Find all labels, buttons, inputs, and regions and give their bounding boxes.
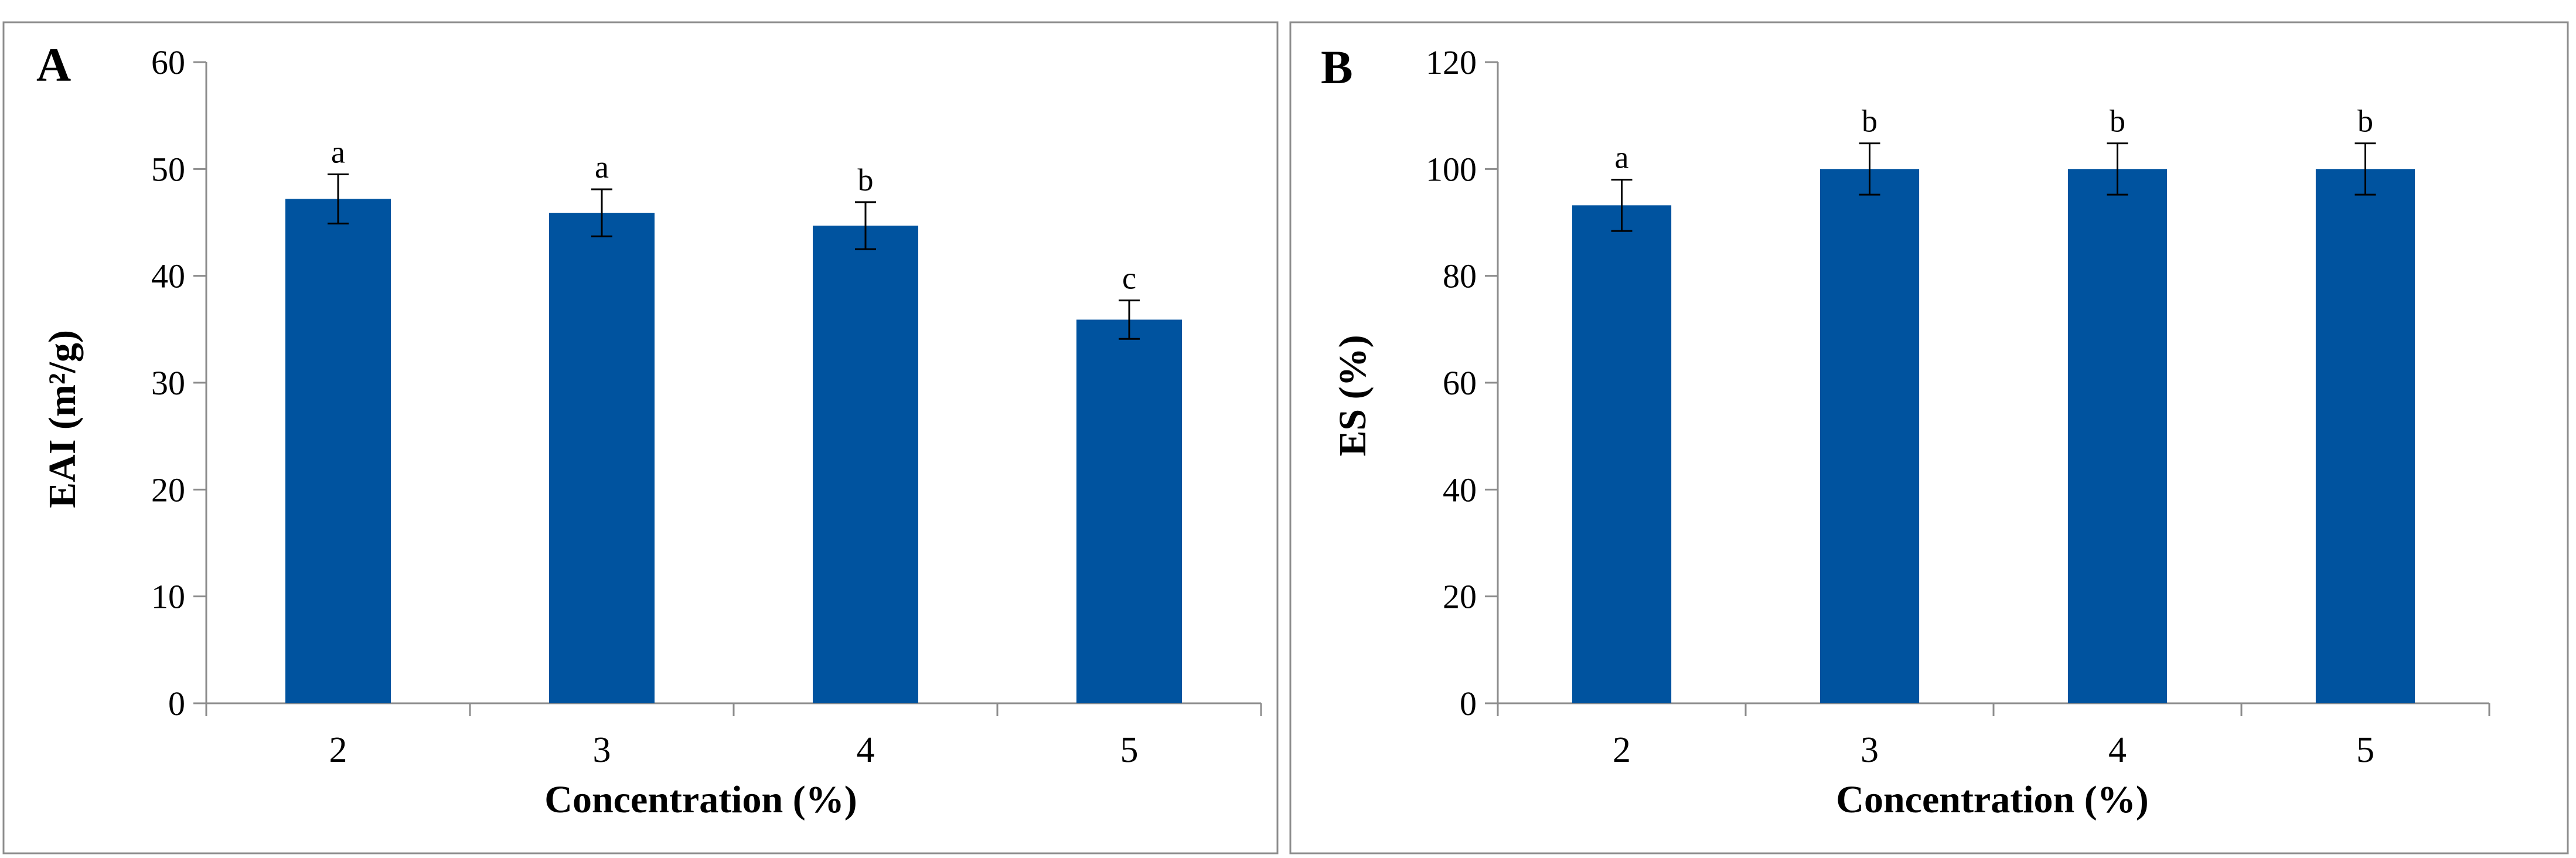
panel-a-y-tick-label: 30: [151, 364, 185, 402]
panel-a-significance-label: c: [1122, 261, 1136, 296]
panel-a-y-tick-label: 50: [151, 150, 185, 188]
panel-b-bar: [1819, 169, 1920, 703]
panel-b-y-axis-title: ES (%): [1331, 335, 1374, 456]
panel-b-y-tick-label: 60: [1443, 364, 1477, 402]
panel-a-x-tick-label: 4: [857, 730, 875, 770]
panel-a-significance-label: a: [331, 134, 345, 169]
panel-a-tick-labels: 0 10 20 30 40 50 60 a 2 a 3 b 4 c 5: [151, 43, 1139, 770]
panel-b-significance-label: b: [1862, 104, 1878, 139]
panel-a-x-axis-title: Concentration (%): [544, 778, 857, 821]
panel-b-x-tick-label: 4: [2108, 730, 2127, 770]
panel-a-x-tick-label: 5: [1120, 730, 1139, 770]
panel-b-bar: [2315, 169, 2415, 703]
panel-a-bar: [549, 213, 655, 704]
panel-b-bar: [1572, 205, 1672, 703]
panel-a-bar: [285, 199, 391, 703]
panel-a-y-axis-title: EAI (m²/g): [41, 330, 84, 508]
panel-a-significance-label: a: [595, 149, 609, 185]
panel-a-x-tick-label: 3: [593, 730, 611, 770]
panel-b-y-tick-label: 100: [1426, 150, 1477, 188]
panel-a-y-tick-label: 60: [151, 43, 185, 81]
panel-b-significance-label: b: [2110, 104, 2125, 139]
panel-b-significance-label: b: [2357, 104, 2373, 139]
panel-a-y-tick-label: 20: [151, 471, 185, 509]
panel-a-x-tick-label: 2: [329, 730, 347, 770]
panel-a-bars: [285, 173, 1182, 704]
panel-a-bar: [813, 225, 918, 704]
panel-b-letter: B: [1321, 40, 1353, 94]
panel-b-x-tick-label: 2: [1613, 730, 1631, 770]
panel-b-tick-labels: 0 20 40 60 80 100 120 a 2 b 3 b 4 b 5: [1426, 43, 2374, 770]
panel-a-bar: [1076, 319, 1182, 703]
panel-b-bar: [2067, 169, 2168, 703]
panel-b-y-tick-label: 40: [1443, 471, 1477, 509]
panel-b-y-tick-label: 80: [1443, 257, 1477, 295]
panel-b-x-tick-label: 5: [2356, 730, 2374, 770]
panel-b-y-tick-label: 20: [1443, 578, 1477, 616]
panel-b-x-tick-label: 3: [1861, 730, 1879, 770]
panel-a: A EAI (m²/g) Concentration (%) 0 10 20 30 40…: [2, 21, 1279, 854]
panel-a-y-tick-label: 0: [168, 685, 185, 723]
panel-a-significance-label: b: [858, 162, 874, 198]
panel-a-letter: A: [36, 38, 71, 91]
panel-b: B ES (%) Concentration (%) 0 20 40 60 80 100 1…: [1289, 21, 2569, 854]
panel-b-significance-label: a: [1615, 140, 1629, 175]
panel-b-x-axis-title: Concentration (%): [1836, 778, 2148, 821]
panel-a-y-tick-label: 10: [151, 578, 185, 616]
panel-a-y-tick-label: 40: [151, 257, 185, 295]
panel-b-y-tick-label: 120: [1426, 43, 1477, 81]
panel-b-bars: [1572, 142, 2415, 703]
panel-b-y-tick-label: 0: [1460, 685, 1477, 723]
